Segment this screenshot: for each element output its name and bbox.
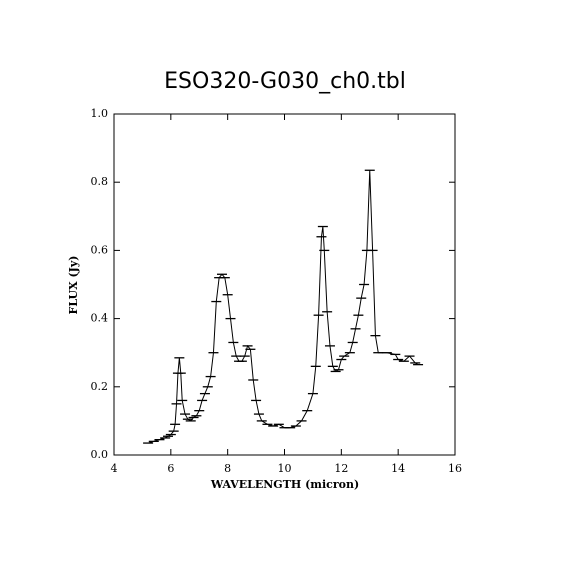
x-tick-label: 12 xyxy=(334,462,348,475)
x-tick-label: 10 xyxy=(278,462,292,475)
x-tick-label: 6 xyxy=(167,462,174,475)
chart-title: ESO320-G030_ch0.tbl xyxy=(164,69,406,94)
y-tick-label: 0.0 xyxy=(91,448,109,461)
x-axis-label: WAVELENGTH (micron) xyxy=(210,478,359,491)
y-axis-label: FLUX (Jy) xyxy=(67,256,80,315)
y-tick-label: 0.2 xyxy=(91,380,109,393)
spectrum-line xyxy=(147,170,419,444)
x-tick-label: 14 xyxy=(391,462,405,475)
x-tick-label: 8 xyxy=(224,462,231,475)
y-tick-label: 1.0 xyxy=(91,107,109,120)
y-tick-label: 0.4 xyxy=(91,312,109,325)
plot-frame xyxy=(113,113,456,456)
y-tick-label: 0.8 xyxy=(91,175,109,188)
x-tick-label: 16 xyxy=(448,462,462,475)
y-tick-label: 0.6 xyxy=(91,243,109,256)
x-tick-label: 4 xyxy=(111,462,118,475)
